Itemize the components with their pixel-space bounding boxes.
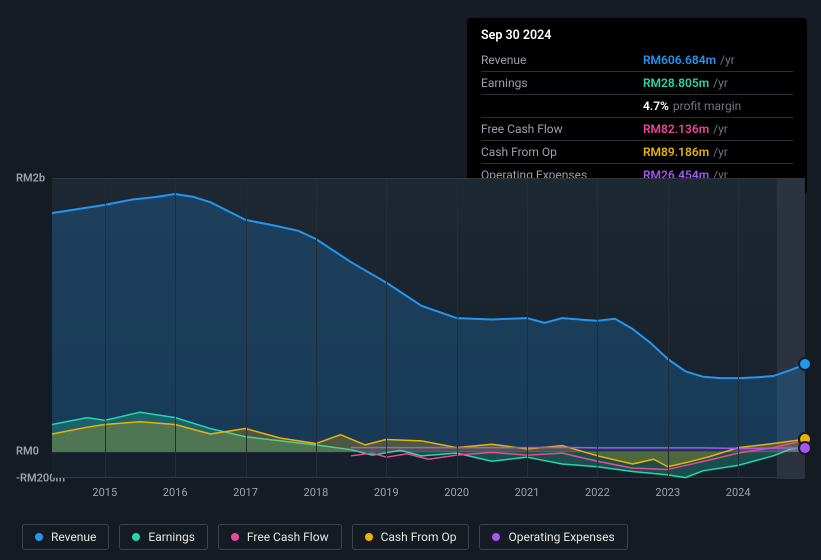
chart-legend: Revenue Earnings Free Cash Flow Cash From O… — [22, 524, 628, 550]
tooltip-row-label: Revenue — [481, 49, 643, 72]
x-axis-label: 2023 — [655, 486, 680, 499]
tooltip-row: 4.7%profit margin — [481, 95, 793, 118]
tooltip-row: Revenue RM606.684m/yr — [481, 49, 793, 72]
legend-dot-icon — [132, 533, 140, 541]
legend-dot-icon — [365, 533, 373, 541]
x-axis-label: 2021 — [515, 486, 540, 499]
tooltip-row: Free Cash Flow RM82.136m/yr — [481, 118, 793, 141]
x-axis-label: 2016 — [163, 486, 188, 499]
y-axis-label: RM0 — [16, 444, 39, 457]
tooltip-row: Earnings RM28.805m/yr — [481, 72, 793, 95]
legend-item-earnings[interactable]: Earnings — [119, 524, 208, 550]
legend-item-cashfromop[interactable]: Cash From Op — [352, 524, 470, 550]
chart-plot-area[interactable] — [52, 178, 805, 478]
legend-dot-icon — [231, 533, 239, 541]
x-axis-label: 2022 — [585, 486, 610, 499]
tooltip-date: Sep 30 2024 — [481, 28, 793, 43]
x-axis-label: 2024 — [726, 486, 751, 499]
y-axis-label: RM2b — [16, 172, 45, 185]
legend-label: Earnings — [148, 530, 195, 544]
legend-item-revenue[interactable]: Revenue — [22, 524, 109, 550]
legend-item-fcf[interactable]: Free Cash Flow — [218, 524, 342, 550]
tooltip-row-value: RM82.136m/yr — [643, 118, 793, 141]
tooltip-row-value: RM28.805m/yr — [643, 72, 793, 95]
legend-dot-icon — [35, 533, 43, 541]
tooltip-row-label — [481, 95, 643, 118]
tooltip-row-value: 4.7%profit margin — [643, 95, 793, 118]
tooltip-row-label: Earnings — [481, 72, 643, 95]
chart-svg — [52, 179, 805, 479]
x-axis-label: 2019 — [374, 486, 399, 499]
legend-label: Free Cash Flow — [247, 530, 329, 544]
legend-item-opex[interactable]: Operating Expenses — [479, 524, 627, 550]
chart-container: RM2bRM0-RM200m 2015201620172018201920202… — [16, 155, 805, 515]
end-marker-revenue — [800, 359, 810, 369]
x-axis-label: 2017 — [233, 486, 258, 499]
x-axis-label: 2015 — [92, 486, 117, 499]
end-marker-opex — [800, 443, 810, 453]
legend-dot-icon — [492, 533, 500, 541]
legend-label: Cash From Op — [381, 530, 457, 544]
legend-label: Operating Expenses — [508, 530, 614, 544]
tooltip-row-value: RM606.684m/yr — [643, 49, 793, 72]
legend-label: Revenue — [51, 530, 96, 544]
x-axis-label: 2020 — [444, 486, 469, 499]
x-axis-label: 2018 — [304, 486, 329, 499]
tooltip-row-label: Free Cash Flow — [481, 118, 643, 141]
